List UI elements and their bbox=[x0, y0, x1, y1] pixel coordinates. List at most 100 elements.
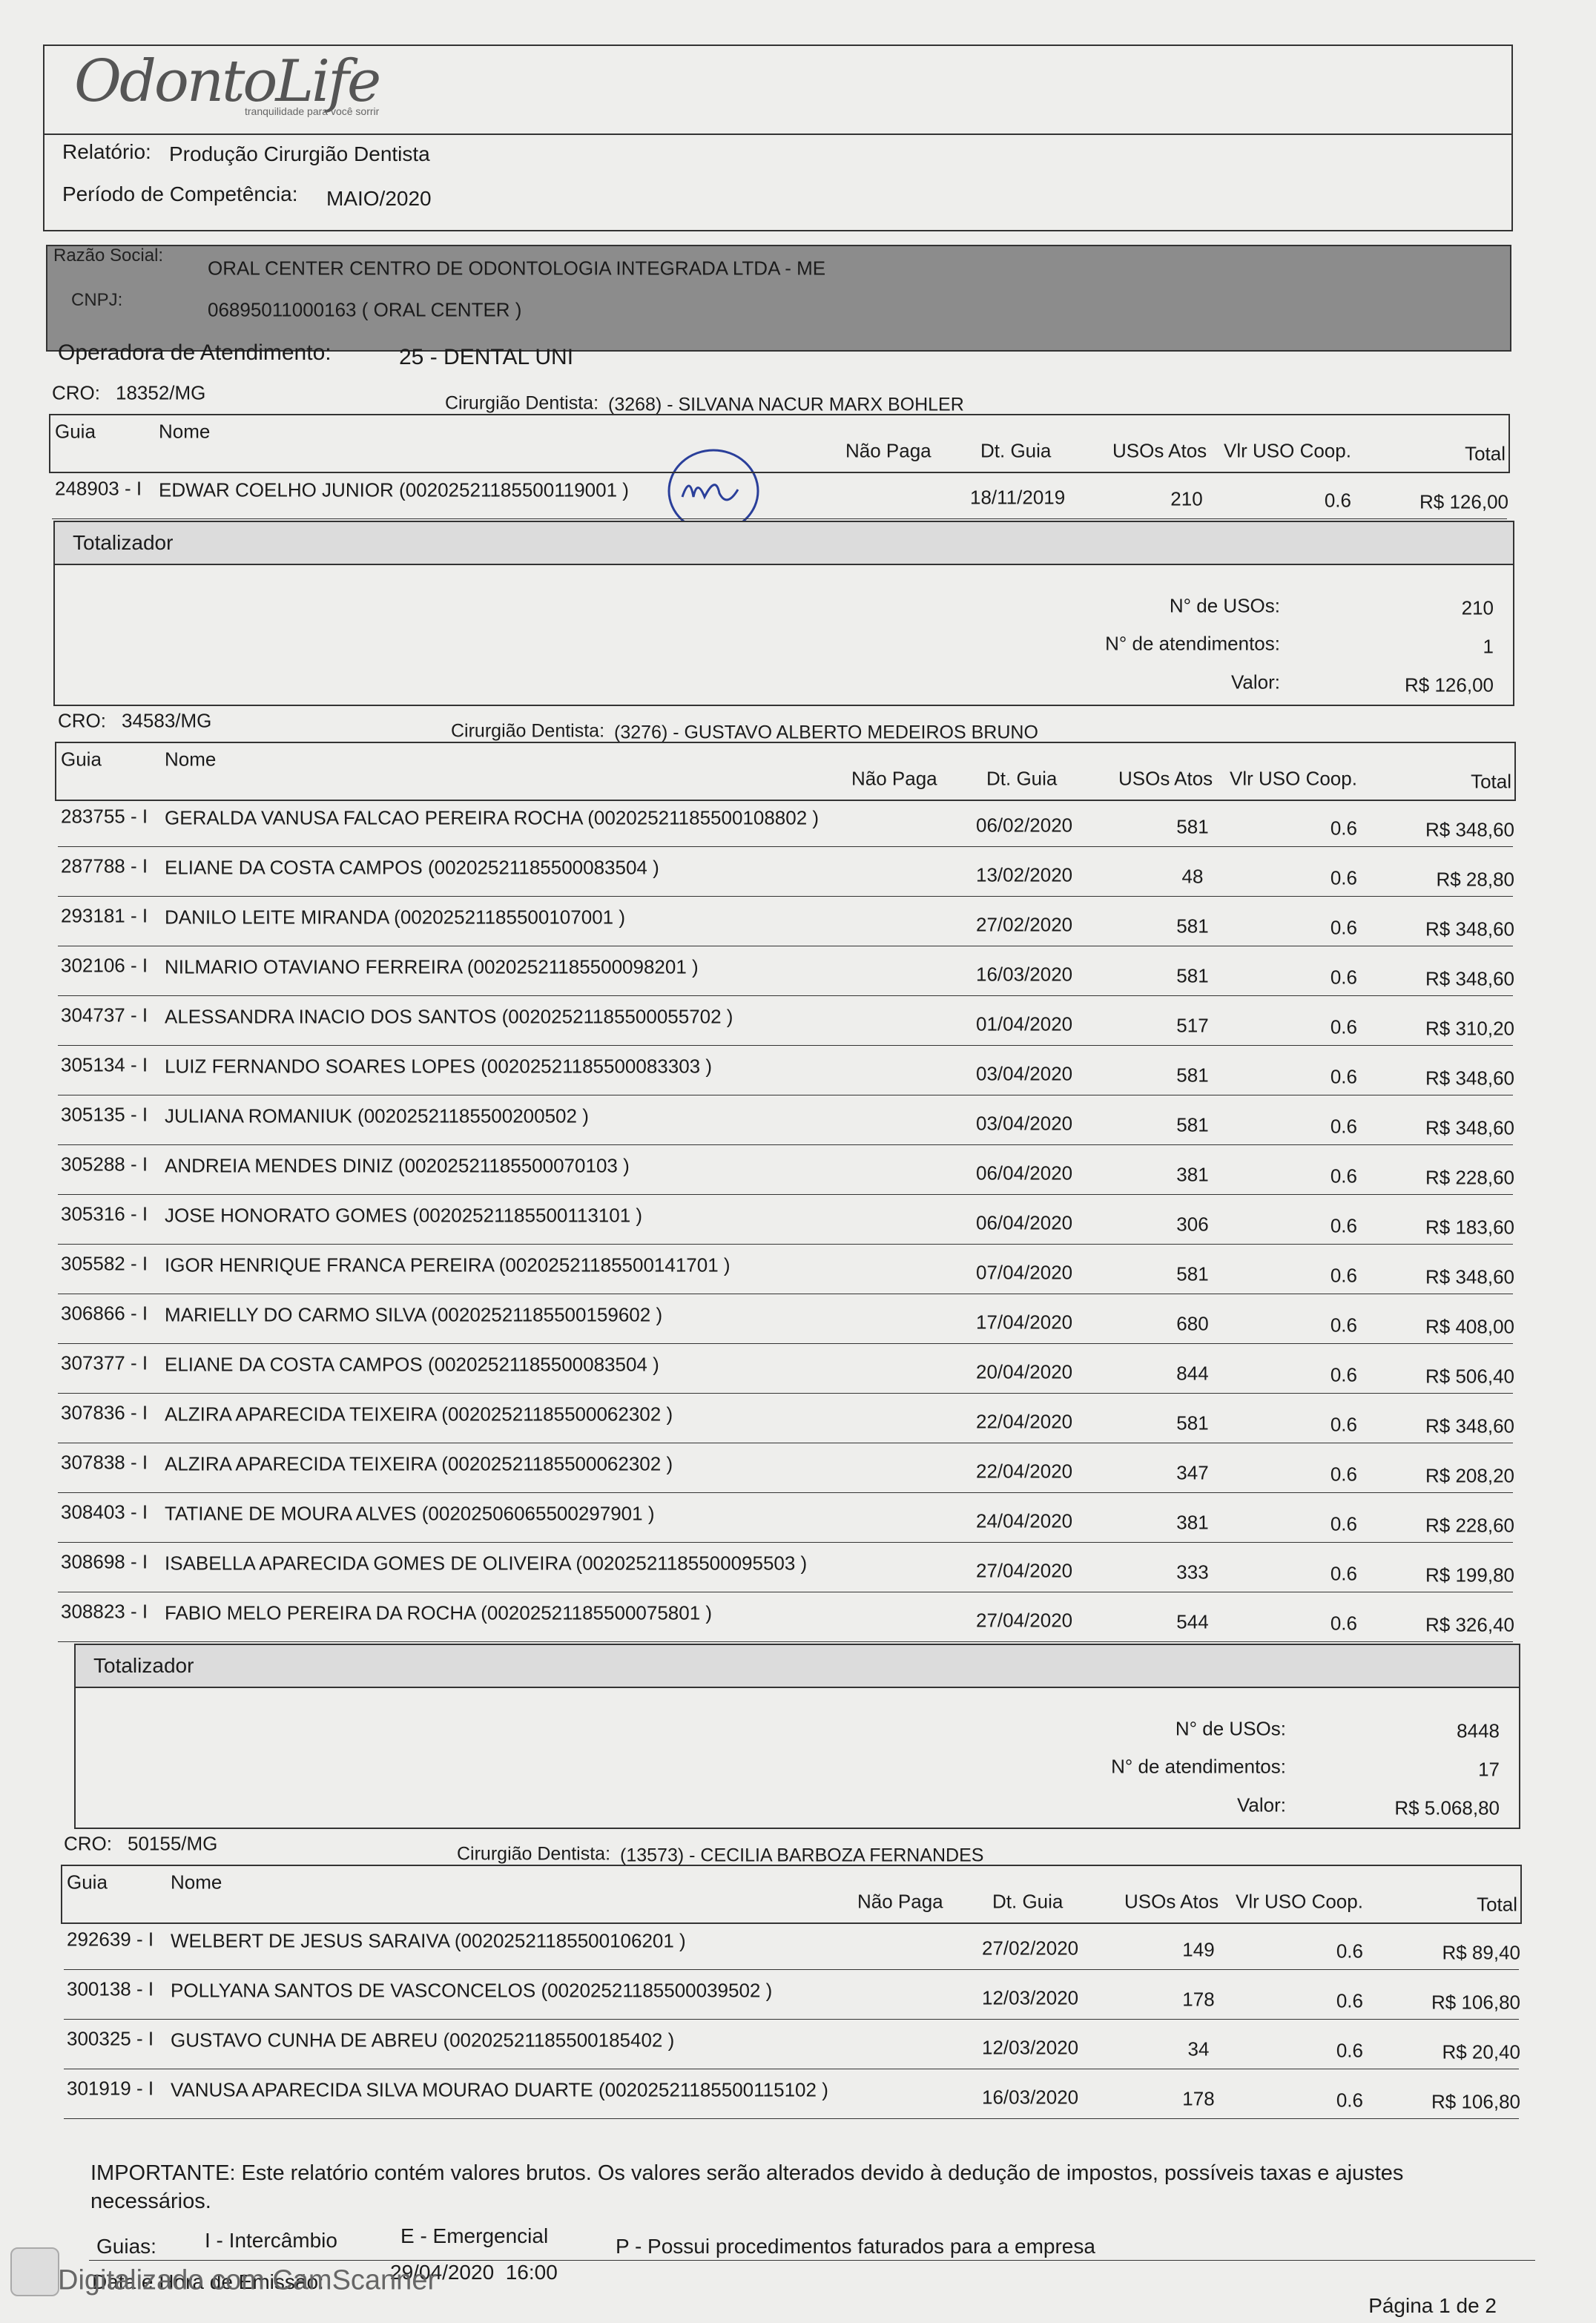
patient-name: ALZIRA APARECIDA TEIXEIRA (0020252118550… bbox=[165, 1403, 673, 1426]
usos: 581 bbox=[1176, 1411, 1209, 1434]
patient-name: WELBERT DE JESUS SARAIVA (00202521185500… bbox=[171, 1929, 686, 1952]
total: R$ 348,60 bbox=[1425, 1265, 1514, 1288]
logo: OdontoLife bbox=[74, 48, 381, 115]
guia-e: E - Emergencial bbox=[400, 2224, 549, 2247]
patient-name: POLLYANA SANTOS DE VASCONCELOS (00202521… bbox=[171, 1979, 773, 2002]
vlr-uso: 0.6 bbox=[1336, 2089, 1363, 2112]
dt-guia: 06/04/2020 bbox=[976, 1211, 1073, 1234]
total: R$ 408,00 bbox=[1425, 1315, 1514, 1338]
usos: 34 bbox=[1187, 2037, 1210, 2060]
cro: 50155/MG bbox=[128, 1832, 218, 1855]
guia: 287788 - I bbox=[61, 854, 148, 877]
guia: 308698 - I bbox=[61, 1550, 148, 1573]
guia-p: P - Possui procedimentos faturados para … bbox=[616, 2235, 1095, 2258]
dentist-label: Cirurgião Dentista: bbox=[457, 1843, 611, 1865]
guia: 301919 - I bbox=[67, 2077, 154, 2100]
page-number: Página 1 de 2 bbox=[1368, 2294, 1497, 2317]
column-header: Nome bbox=[159, 420, 211, 443]
usos: 517 bbox=[1176, 1014, 1209, 1037]
usos: 381 bbox=[1176, 1163, 1209, 1186]
total: R$ 348,60 bbox=[1425, 917, 1514, 940]
cro-label: CRO: bbox=[58, 709, 106, 732]
usos-label: N° de USOs: bbox=[1175, 1717, 1286, 1740]
patient-name: ISABELLA APARECIDA GOMES DE OLIVEIRA (00… bbox=[165, 1552, 808, 1575]
column-header: USOs Atos bbox=[1124, 1890, 1219, 1913]
vlr-uso: 0.6 bbox=[1336, 2039, 1363, 2062]
row-line bbox=[58, 1492, 1513, 1493]
usos: 581 bbox=[1176, 1064, 1209, 1087]
guia: 300325 - I bbox=[67, 2027, 154, 2050]
guia-i: I - Intercâmbio bbox=[205, 2229, 337, 2252]
patient-name: DANILO LEITE MIRANDA (002025211855001070… bbox=[165, 906, 625, 929]
column-header: Total bbox=[1465, 442, 1506, 465]
row-line bbox=[58, 1343, 1513, 1344]
dt-guia: 07/04/2020 bbox=[976, 1261, 1073, 1284]
total: R$ 348,60 bbox=[1425, 967, 1514, 990]
row-line bbox=[58, 1144, 1513, 1145]
valor-total: R$ 5.068,80 bbox=[1394, 1796, 1500, 1819]
patient-name: JOSE HONORATO GOMES (0020252118550011310… bbox=[165, 1204, 643, 1227]
row-line bbox=[58, 1194, 1513, 1195]
column-header: Guia bbox=[55, 420, 96, 443]
row-line bbox=[52, 518, 1507, 519]
dt-guia: 06/04/2020 bbox=[976, 1162, 1073, 1184]
dt-guia: 01/04/2020 bbox=[976, 1012, 1073, 1035]
total: R$ 348,60 bbox=[1425, 818, 1514, 841]
row-line bbox=[58, 1641, 1513, 1642]
dt-guia: 17/04/2020 bbox=[976, 1311, 1073, 1334]
cro-label: CRO: bbox=[64, 1832, 112, 1855]
report: Produção Cirurgião Dentista bbox=[169, 142, 430, 165]
cnpj-label: CNPJ: bbox=[71, 290, 123, 310]
usos-label: N° de USOs: bbox=[1169, 594, 1280, 617]
patient-name: JULIANA ROMANIUK (00202521185500200502 ) bbox=[165, 1104, 589, 1127]
usos: 48 bbox=[1181, 865, 1204, 888]
column-header: Vlr USO Coop. bbox=[1230, 767, 1357, 790]
column-header: Guia bbox=[61, 748, 102, 771]
column-header: Guia bbox=[67, 1871, 108, 1894]
vlr-uso: 0.6 bbox=[1330, 1413, 1357, 1436]
dt-guia: 06/02/2020 bbox=[976, 814, 1073, 837]
total: R$ 228,60 bbox=[1425, 1514, 1514, 1537]
patient-name: GERALDA VANUSA FALCAO PEREIRA ROCHA (002… bbox=[165, 806, 820, 829]
row-line bbox=[58, 1393, 1513, 1394]
column-header-box bbox=[49, 414, 1510, 473]
usos: 581 bbox=[1176, 815, 1209, 838]
dt-guia: 12/03/2020 bbox=[982, 1986, 1079, 2009]
company-box bbox=[46, 245, 1511, 352]
dt-guia: 27/04/2020 bbox=[976, 1559, 1073, 1582]
row-line bbox=[64, 2019, 1519, 2020]
razao-label: Razão Social: bbox=[53, 246, 164, 266]
usos-total: 8448 bbox=[1457, 1719, 1500, 1742]
dentist-label: Cirurgião Dentista: bbox=[445, 392, 599, 414]
vlr-uso: 0.6 bbox=[1330, 1562, 1357, 1585]
guia: 307838 - I bbox=[61, 1451, 148, 1474]
cnpj: 06895011000163 ( ORAL CENTER ) bbox=[208, 298, 522, 321]
total: R$ 183,60 bbox=[1425, 1216, 1514, 1239]
guia: 308823 - I bbox=[61, 1600, 148, 1623]
valor-label: Valor: bbox=[1231, 670, 1280, 693]
total: R$ 106,80 bbox=[1431, 2090, 1520, 2113]
usos: 844 bbox=[1176, 1362, 1209, 1385]
period-label: Período de Competência: bbox=[62, 182, 298, 205]
vlr-uso: 0.6 bbox=[1330, 1115, 1357, 1138]
patient-name: ALZIRA APARECIDA TEIXEIRA (0020252118550… bbox=[165, 1452, 673, 1475]
usos: 581 bbox=[1176, 1262, 1209, 1285]
header-divider bbox=[43, 134, 1513, 135]
emissao: 29/04/2020 16:00 bbox=[390, 2261, 558, 2284]
vlr-uso: 0.6 bbox=[1330, 1065, 1357, 1088]
dt-guia: 18/11/2019 bbox=[970, 486, 1066, 509]
column-header: Não Paga bbox=[845, 439, 931, 462]
dt-guia: 27/02/2020 bbox=[976, 913, 1073, 936]
column-header: Dt. Guia bbox=[980, 439, 1052, 462]
guia: 305316 - I bbox=[61, 1202, 148, 1225]
usos: 581 bbox=[1176, 964, 1209, 987]
dt-guia: 13/02/2020 bbox=[976, 863, 1073, 886]
vlr-uso: 0.6 bbox=[1324, 489, 1351, 512]
tagline: tranquilidade para você sorrir bbox=[245, 105, 380, 117]
column-header: Total bbox=[1471, 770, 1511, 793]
header-box bbox=[43, 45, 1513, 231]
patient-name: FABIO MELO PEREIRA DA ROCHA (00202521185… bbox=[165, 1601, 713, 1624]
footer-line bbox=[89, 2260, 1535, 2261]
scanner-mark: Digitalizado com CamScanner bbox=[58, 2264, 438, 2296]
usos: 581 bbox=[1176, 915, 1209, 938]
